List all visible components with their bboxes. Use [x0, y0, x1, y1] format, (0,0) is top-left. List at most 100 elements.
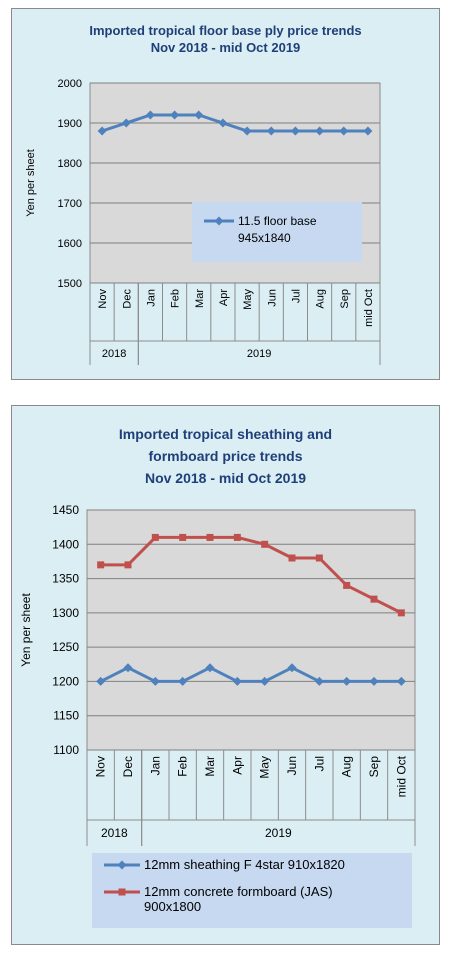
chart1-series-0-point: [218, 118, 228, 128]
chart2-series-1-point: [206, 533, 214, 541]
chart1-legend-box: [192, 202, 362, 262]
chart2-xtick-label: Apr: [230, 756, 244, 775]
chart1-xtick-label: May: [242, 289, 254, 310]
chart2-ylabel: Yen per sheet: [19, 593, 33, 667]
chart2-series-1-point: [288, 554, 296, 562]
chart1-series-0-point: [97, 126, 107, 136]
chart1-series-0-point: [363, 126, 373, 136]
chart2-series-1-point: [397, 609, 405, 617]
chart2-year-label: 2019: [265, 826, 292, 840]
chart2-xtick-label: May: [258, 756, 272, 779]
chart1-series-0-point: [339, 126, 349, 136]
floor-base-chart-panel: Imported tropical floor base ply price t…: [11, 8, 440, 380]
chart2-legend-swatch-marker-1: [118, 888, 126, 896]
chart1-legend-label-0: 11.5 floor base: [238, 214, 317, 228]
chart1-legend-swatch-marker-0: [214, 216, 224, 226]
chart1-xtick-label: mid Oct: [363, 289, 375, 327]
chart2-year-label: 2018: [101, 826, 128, 840]
chart2-plot-area: [86, 509, 416, 751]
chart2-xtick-label: Dec: [121, 756, 135, 777]
chart2-series-0-point: [314, 676, 324, 686]
chart2-series-1-point: [343, 581, 351, 589]
chart1-xtick-label: Dec: [121, 289, 133, 309]
chart2-series-1-point: [151, 533, 159, 541]
chart1-xtick-label: Apr: [218, 289, 230, 306]
chart2-series-1-point: [179, 533, 187, 541]
chart2-svg: 1100 1150 1200 1250 1300 1350 1400 1450 Yen per …: [19, 503, 416, 928]
chart2-series-0-point: [150, 676, 160, 686]
chart2-ytick-label: 1250: [52, 640, 79, 654]
chart2-series-0-point: [178, 676, 188, 686]
chart2-ytick-label: 1350: [52, 572, 79, 586]
chart2-legend-label-0: 12mm sheathing F 4star 910x1820: [144, 857, 345, 872]
chart2-ytick-label: 1450: [52, 503, 79, 517]
chart1-ytick-label: 1500: [58, 278, 82, 290]
chart1-year-label: 2019: [247, 348, 271, 360]
chart1-title-line1: Imported tropical floor base ply price t…: [89, 23, 362, 38]
chart2-xtick-label: Mar: [203, 756, 217, 777]
chart2-legend-label-1: 12mm concrete formboard (JAS): [144, 884, 333, 899]
chart2-ytick-label: 1100: [53, 743, 79, 757]
chart2-series-1-point: [233, 533, 241, 541]
chart2-xtick-label: Jan: [148, 756, 162, 775]
chart2-ytick-label: 1400: [52, 537, 79, 551]
chart1-ylabel: Yen per sheet: [25, 149, 37, 216]
chart2-xtick-label: mid Oct: [394, 755, 408, 797]
chart1-ytick-label: 1800: [58, 158, 82, 170]
chart2-series-0-point: [232, 676, 242, 686]
chart2-series-1-point: [370, 595, 378, 603]
chart1-series-0-point: [315, 126, 325, 136]
chart1-xtick-label: Sep: [339, 289, 351, 309]
chart2-legend-label2-1: 900x1800: [144, 899, 201, 914]
chart2-ytick-label: 1150: [53, 709, 79, 723]
chart1-xtick-label: Mar: [194, 289, 206, 308]
chart1-ytick-label: 1900: [58, 118, 82, 130]
chart2-series-0-point: [260, 676, 270, 686]
chart1-series-0-point: [290, 126, 300, 136]
chart2-title-line1: Imported tropical sheathing and: [118, 426, 333, 442]
chart1-title-line2: Nov 2018 - mid Oct 2019: [150, 40, 301, 55]
chart2-series-1-point: [124, 561, 132, 569]
chart2-series-1-point: [261, 540, 269, 548]
sheathing-formboard-chart-panel: Imported tropical sheathing and formboar…: [11, 405, 440, 945]
chart1-series-0-point: [266, 126, 276, 136]
chart1-xtick-label: Feb: [170, 289, 182, 308]
chart1-ytick-label: 1700: [58, 198, 82, 210]
chart2-xtick-label: Sep: [367, 756, 381, 778]
chart1-ytick-label: 1600: [58, 238, 82, 250]
chart2-ytick-label: 1300: [52, 606, 79, 620]
chart2-xtick-label: Aug: [340, 756, 354, 777]
chart1-legend-label2-0: 945x1840: [238, 231, 291, 245]
chart1-xtick-label: Jun: [266, 289, 278, 307]
chart2-series-0-point: [369, 676, 379, 686]
chart2-series-0-line: [99, 666, 402, 683]
chart2-series-0-point: [287, 663, 297, 673]
chart1-series-0-point: [194, 110, 204, 120]
chart2-ytick-label: 1200: [52, 674, 79, 688]
chart1-xtick-label: Aug: [315, 289, 327, 309]
chart1-series-0-point: [145, 110, 155, 120]
chart2-series-0-point: [342, 676, 352, 686]
chart2-series-1-line: [100, 535, 403, 615]
chart2-xtick-label: Nov: [94, 756, 108, 777]
chart2-xtick-label: Feb: [176, 756, 190, 777]
chart2-series-1-point: [315, 554, 323, 562]
chart1-series-0-point: [121, 118, 131, 128]
chart2-xtick-label: Jun: [285, 756, 299, 775]
chart2-series-0-point: [396, 676, 406, 686]
chart2-legend-box: [92, 853, 412, 928]
chart1-year-label: 2018: [102, 348, 126, 360]
chart2-title-line3: Nov 2018 - mid Oct 2019: [144, 470, 307, 486]
chart2-title-line2: formboard price trends: [148, 448, 303, 464]
chart1-series-0-point: [242, 126, 252, 136]
chart2-series-0-point: [123, 663, 133, 673]
chart2-series-0-point: [205, 663, 215, 673]
chart1-xtick-label: Jul: [290, 289, 302, 303]
chart1-xtick-label: Nov: [97, 289, 109, 309]
chart2-series-0-point: [96, 676, 106, 686]
chart1-ytick-label: 2000: [58, 78, 82, 90]
chart1-svg: 1500 1600 1700 1800 1900 2000 Yen per sheet Nov…: [25, 78, 381, 365]
chart2-legend-swatch-marker-0: [117, 860, 127, 870]
chart1-series-0-point: [170, 110, 180, 120]
chart1-xtick-label: Jan: [145, 289, 157, 307]
